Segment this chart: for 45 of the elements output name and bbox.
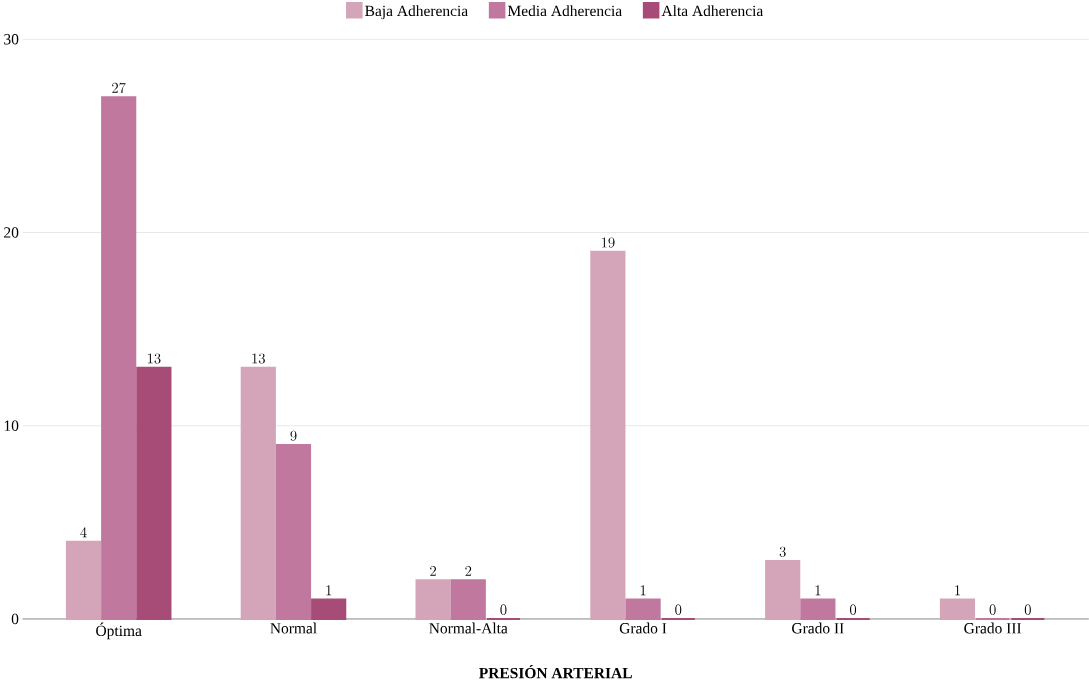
y-tick-label: 20 bbox=[4, 227, 19, 238]
x-tick-label: Grado I bbox=[619, 622, 667, 634]
legend-label: Alta Adherencia bbox=[661, 5, 764, 17]
bar bbox=[765, 560, 801, 621]
data-label: 13 bbox=[252, 353, 265, 364]
bar bbox=[939, 598, 976, 621]
x-tick-label: Normal bbox=[270, 622, 317, 634]
data-label: 13 bbox=[147, 353, 161, 364]
bar bbox=[590, 250, 626, 621]
y-tick-label: 10 bbox=[4, 420, 19, 432]
bar bbox=[625, 598, 661, 621]
bar bbox=[311, 598, 347, 621]
data-label: 19 bbox=[601, 237, 615, 248]
data-label: 2 bbox=[430, 566, 436, 576]
data-label: 0 bbox=[989, 604, 996, 615]
data-label: 1 bbox=[640, 585, 646, 596]
bar bbox=[415, 579, 451, 621]
data-label: 27 bbox=[112, 82, 126, 94]
legend-label: Media Adherencia bbox=[507, 5, 622, 17]
bar bbox=[800, 598, 836, 621]
y-tick-label: 30 bbox=[4, 34, 19, 45]
data-label: 0 bbox=[850, 604, 857, 615]
bar bbox=[136, 366, 172, 621]
data-label: 9 bbox=[290, 430, 297, 442]
x-tick-label: Grado III bbox=[964, 622, 1022, 634]
data-label: 1 bbox=[955, 585, 960, 596]
data-label: 4 bbox=[80, 527, 87, 538]
x-tick-label: Normal-Alta bbox=[429, 622, 508, 634]
x-tick-label: Óptima bbox=[96, 622, 142, 640]
bar bbox=[101, 96, 137, 621]
bar bbox=[450, 579, 486, 621]
bar bbox=[240, 366, 276, 621]
legend-label: Baja Adherencia bbox=[365, 5, 468, 20]
data-label: 0 bbox=[1024, 604, 1031, 615]
data-label: 1 bbox=[326, 585, 332, 596]
data-label: 0 bbox=[500, 604, 507, 615]
x-axis-title: PRESIÓN ARTERIAL bbox=[479, 665, 632, 679]
data-label: 3 bbox=[779, 546, 786, 557]
y-tick-label: 0 bbox=[11, 613, 19, 625]
data-label: 0 bbox=[675, 604, 682, 615]
data-label: 1 bbox=[815, 585, 821, 596]
data-label: 2 bbox=[465, 566, 472, 576]
x-tick-label: Grado II bbox=[792, 622, 844, 634]
bar bbox=[65, 540, 102, 621]
bar bbox=[275, 444, 312, 621]
